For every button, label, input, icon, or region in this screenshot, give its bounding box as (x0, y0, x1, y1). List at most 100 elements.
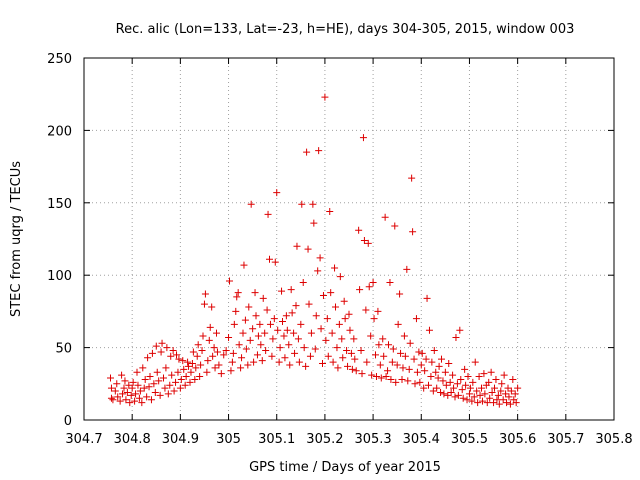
data-point (116, 397, 124, 405)
data-point (369, 278, 377, 286)
data-point (135, 394, 143, 402)
data-point (503, 399, 511, 407)
data-point (306, 352, 314, 360)
data-point (365, 283, 373, 291)
axis-ticks (83, 57, 615, 421)
data-point (400, 332, 408, 340)
data-point (329, 358, 337, 366)
x-tick-label: 305.1 (258, 432, 295, 447)
data-point (355, 226, 363, 234)
data-point (304, 245, 312, 253)
y-tick-label: 150 (47, 197, 72, 212)
data-point (197, 361, 205, 369)
data-point (389, 345, 397, 353)
data-point (327, 289, 335, 297)
data-point (262, 346, 270, 354)
data-point (372, 373, 380, 381)
data-point (119, 390, 127, 398)
data-point (397, 349, 405, 357)
data-point (282, 312, 290, 320)
data-point (413, 368, 421, 376)
y-axis-label: STEC from uqrg / TECUs (9, 161, 24, 317)
data-point (114, 393, 122, 401)
data-point (451, 393, 459, 401)
data-point (442, 381, 450, 389)
data-point (311, 345, 319, 353)
data-point (200, 300, 208, 308)
data-point (497, 387, 505, 395)
data-point (488, 388, 496, 396)
data-point (136, 387, 144, 395)
data-point (283, 326, 291, 334)
data-point (435, 362, 443, 370)
x-tick-label: 304.9 (162, 432, 199, 447)
data-point (156, 391, 164, 399)
data-point (331, 264, 339, 272)
data-point (357, 346, 365, 354)
data-point (321, 93, 329, 101)
data-point (309, 200, 317, 208)
data-point (457, 375, 465, 383)
plot-frame (83, 57, 615, 421)
data-point (251, 289, 259, 297)
data-point (227, 367, 235, 375)
data-point (281, 354, 289, 362)
data-point (315, 147, 323, 155)
data-point (141, 375, 149, 383)
data-point (494, 391, 502, 399)
data-point (118, 371, 126, 379)
data-point (268, 352, 276, 360)
chart-title: Rec. alic (Lon=133, Lat=-23, h=HE), days… (116, 22, 575, 37)
data-point (177, 375, 185, 383)
data-point (393, 361, 401, 369)
data-point (203, 368, 211, 376)
data-point (290, 329, 298, 337)
data-point (485, 378, 493, 386)
data-point (461, 365, 469, 373)
data-point (408, 174, 416, 182)
data-point (429, 387, 437, 395)
data-point (376, 361, 384, 369)
data-point (163, 344, 171, 352)
data-point (179, 357, 187, 365)
data-point (150, 380, 158, 388)
data-point (348, 365, 356, 373)
data-point (276, 344, 284, 352)
data-point (332, 303, 340, 311)
data-point (129, 378, 137, 386)
data-point (254, 332, 262, 340)
data-point (204, 357, 212, 365)
data-point (450, 384, 458, 392)
data-point (491, 384, 499, 392)
data-point (343, 346, 351, 354)
data-point (499, 396, 507, 404)
data-point (384, 367, 392, 375)
data-point (462, 381, 470, 389)
data-point (333, 344, 341, 352)
data-point (261, 329, 269, 337)
data-point (123, 388, 131, 396)
data-point (232, 307, 240, 315)
data-point (291, 349, 299, 357)
data-point (428, 358, 436, 366)
data-point (128, 384, 136, 392)
data-point (166, 381, 174, 389)
data-point (127, 391, 135, 399)
data-point (511, 390, 519, 398)
data-point (180, 365, 188, 373)
data-point (233, 293, 241, 301)
x-tick-label: 305.2 (306, 432, 343, 447)
data-point (493, 396, 501, 404)
data-point (228, 358, 236, 366)
data-point (441, 368, 449, 376)
data-point (406, 339, 414, 347)
data-point (470, 393, 478, 401)
x-tick-label: 304.8 (114, 432, 151, 447)
data-point (157, 348, 165, 356)
data-point (367, 332, 375, 340)
data-point (143, 393, 151, 401)
y-tick-label: 50 (55, 342, 72, 357)
data-point (500, 371, 508, 379)
data-point (201, 290, 209, 298)
data-point (188, 360, 196, 368)
